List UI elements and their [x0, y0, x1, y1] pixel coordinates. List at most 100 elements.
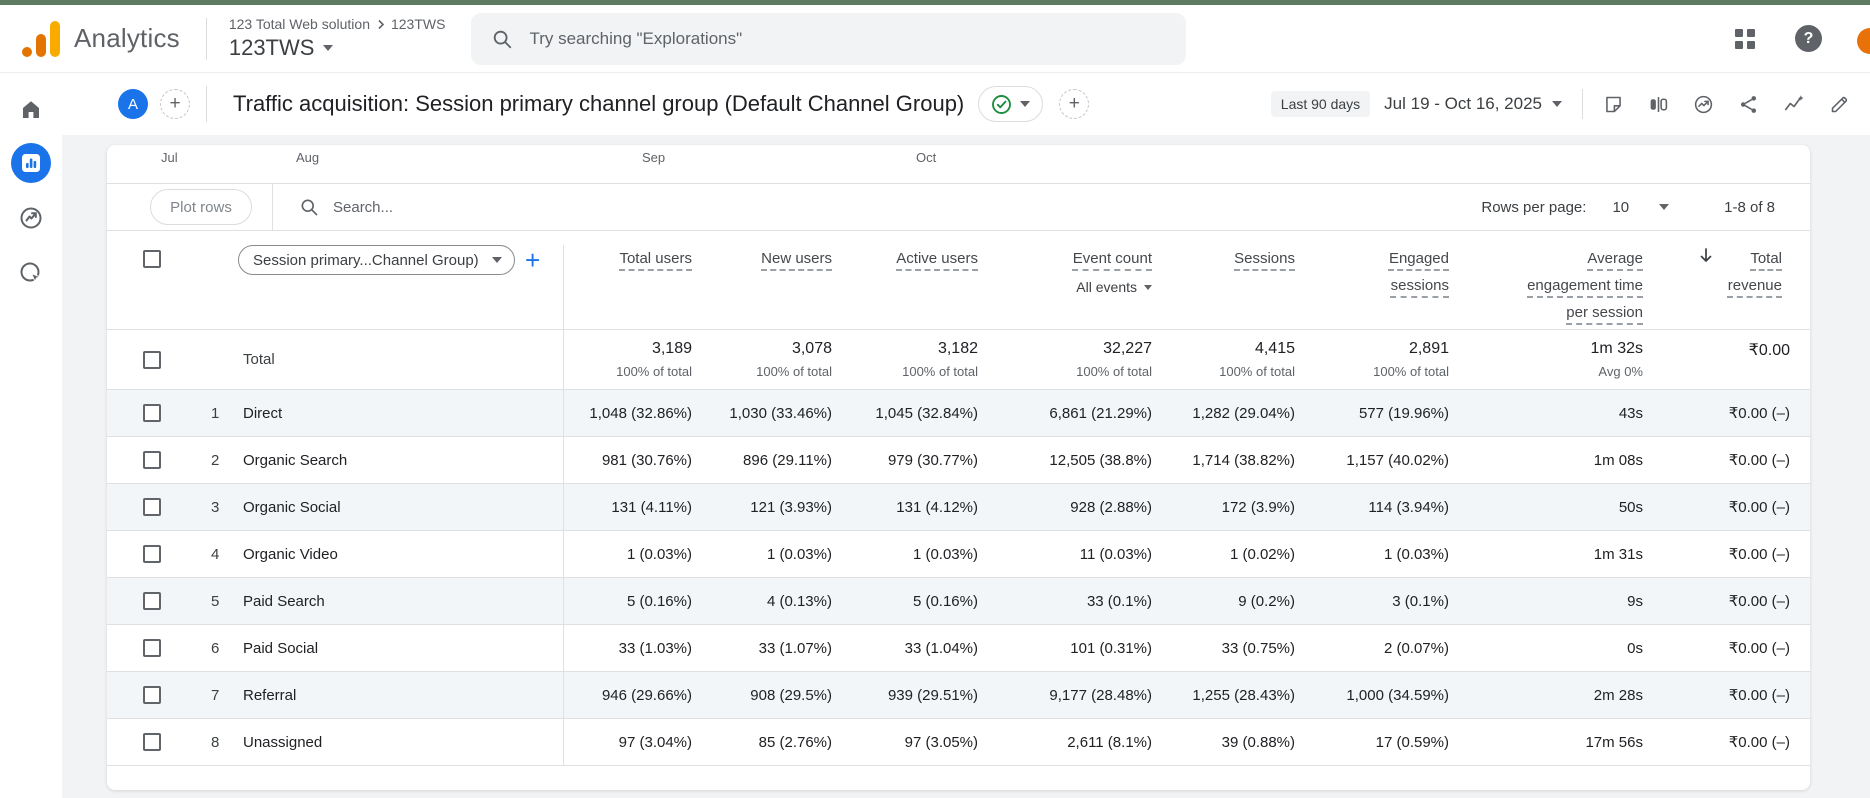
row-number: 1: [211, 404, 220, 422]
insights-icon[interactable]: [1783, 93, 1805, 115]
metric-value: 97 (3.04%): [618, 733, 692, 751]
row-checkbox[interactable]: [142, 498, 161, 516]
total-sub: 100% of total: [756, 364, 832, 379]
metric-value: 2 (0.07%): [1383, 639, 1449, 657]
property-name: 123TWS: [228, 35, 315, 60]
metric-value: 3 (0.1%): [1392, 592, 1449, 610]
table-row: 4 Organic Video 1 (0.03%) 1 (0.03%) 1 (0.0…: [107, 531, 1810, 578]
channel-name: Paid Search: [243, 592, 325, 610]
property-switcher[interactable]: 123 Total Web solution 123TWS 123TWS: [229, 16, 446, 61]
row-checkbox[interactable]: [142, 639, 161, 657]
reports-icon: [22, 154, 40, 172]
global-search-input[interactable]: [529, 28, 1130, 49]
metric-value: 39 (0.88%): [1221, 733, 1295, 751]
pagination-range: 1-8 of 8: [1724, 198, 1775, 216]
metric-value: 131 (4.11%): [611, 498, 692, 516]
total-value: 4,415: [1254, 340, 1295, 357]
monitoring-icon[interactable]: [1693, 94, 1714, 115]
total-sub: 100% of total: [616, 364, 692, 379]
row-checkbox[interactable]: [142, 686, 161, 704]
table-row: 5 Paid Search 5 (0.16%) 4 (0.13%) 5 (0.16%…: [107, 578, 1810, 625]
metric-value: 11 (0.03%): [1079, 545, 1152, 563]
add-workspace-button[interactable]: +: [160, 89, 190, 119]
report-header: A + Traffic acquisition: Session primary…: [62, 73, 1870, 135]
total-value: 3,182: [937, 340, 978, 357]
avatar[interactable]: [1857, 28, 1870, 54]
metric-value: 908 (29.5%): [750, 686, 832, 704]
divider: [205, 17, 207, 60]
row-number: 5: [211, 592, 220, 610]
total-sub: 100% of total: [1373, 364, 1449, 379]
row-number: 3: [211, 498, 220, 516]
metric-value: 1m 08s: [1593, 451, 1643, 469]
metric-value: 97 (3.05%): [904, 733, 978, 751]
column-header-event-count[interactable]: Event count: [1072, 250, 1152, 267]
dimension-selector[interactable]: Session primary...Channel Group): [238, 245, 515, 275]
metric-value: 1,030 (33.46%): [729, 404, 832, 422]
metric-value: 43s: [1618, 404, 1643, 422]
total-sub: 100% of total: [1076, 364, 1152, 379]
sidebar-item-explore[interactable]: [18, 205, 44, 231]
main-area: A + Traffic acquisition: Session primary…: [0, 73, 1870, 798]
select-all-checkbox[interactable]: [142, 250, 161, 268]
column-header-engaged-sessions[interactable]: Engaged sessions: [1388, 250, 1449, 294]
sidebar-item-advertising[interactable]: [18, 260, 44, 286]
date-preset-badge: Last 90 days: [1270, 91, 1371, 117]
metric-value: 577 (19.96%): [1358, 404, 1449, 422]
workspace-avatar[interactable]: A: [118, 89, 148, 119]
row-checkbox[interactable]: [142, 545, 161, 563]
date-range[interactable]: Jul 19 - Oct 16, 2025: [1384, 94, 1542, 113]
metric-value: 2m 28s: [1593, 686, 1643, 704]
plot-rows-button[interactable]: Plot rows: [150, 189, 252, 225]
chevron-down-icon[interactable]: [1552, 101, 1562, 107]
divider: [206, 86, 207, 122]
event-filter-select[interactable]: All events: [1076, 279, 1152, 295]
note-icon[interactable]: [1603, 94, 1624, 115]
add-report-button[interactable]: +: [1059, 89, 1090, 119]
apps-grid-icon[interactable]: [1735, 28, 1755, 49]
table-totals-row: Total 3,189 100% of total 3,078 100% of to…: [107, 330, 1810, 390]
total-value: 3,189: [651, 340, 692, 357]
report-status-pill[interactable]: [978, 86, 1044, 122]
sidebar-item-reports[interactable]: [11, 143, 51, 183]
metric-value: 5 (0.16%): [626, 592, 692, 610]
global-search[interactable]: [471, 12, 1187, 65]
column-header-sessions[interactable]: Sessions: [1234, 250, 1295, 267]
rows-per-page-label: Rows per page:: [1481, 198, 1587, 216]
row-checkbox[interactable]: [142, 404, 161, 422]
chevron-down-icon[interactable]: [1659, 204, 1670, 210]
column-header-avg-engagement-time[interactable]: Average engagement time per session: [1527, 250, 1643, 321]
table-header-row: Session primary...Channel Group) + Total…: [107, 231, 1810, 330]
metric-value: 939 (29.51%): [887, 686, 978, 704]
row-checkbox[interactable]: [142, 451, 161, 469]
row-checkbox[interactable]: [142, 592, 161, 610]
table-search-input[interactable]: [333, 198, 633, 216]
column-header-total-users[interactable]: Total users: [619, 250, 692, 267]
rows-per-page-select[interactable]: 10: [1612, 198, 1630, 216]
channel-name: Organic Video: [243, 545, 338, 563]
chevron-down-icon: [1020, 101, 1031, 107]
metric-value: 896 (29.11%): [743, 451, 832, 469]
sidebar-item-home[interactable]: [19, 98, 43, 122]
metric-value: ₹0.00 (–): [1728, 734, 1790, 751]
comparison-icon[interactable]: [1648, 94, 1669, 115]
logo-dot: [22, 46, 32, 57]
sort-descending-icon: [1700, 248, 1712, 262]
totals-checkbox[interactable]: [142, 350, 161, 369]
row-checkbox[interactable]: [142, 733, 161, 751]
help-icon[interactable]: ?: [1795, 25, 1822, 52]
channel-name: Unassigned: [243, 733, 323, 751]
column-header-active-users[interactable]: Active users: [896, 250, 978, 267]
column-header-total-revenue[interactable]: Total revenue: [1727, 250, 1782, 294]
app-bar: Analytics 123 Total Web solution 123TWS …: [0, 5, 1870, 73]
add-dimension-button[interactable]: +: [525, 245, 541, 275]
top-strip: [0, 0, 1870, 5]
column-header-new-users[interactable]: New users: [761, 250, 832, 267]
metric-value: 17 (0.59%): [1375, 733, 1449, 751]
edit-icon[interactable]: [1829, 94, 1850, 115]
share-icon[interactable]: [1738, 94, 1759, 115]
metric-value: 33 (0.1%): [1086, 592, 1152, 610]
metric-value: 131 (4.12%): [896, 498, 978, 516]
table-search[interactable]: [299, 197, 633, 217]
